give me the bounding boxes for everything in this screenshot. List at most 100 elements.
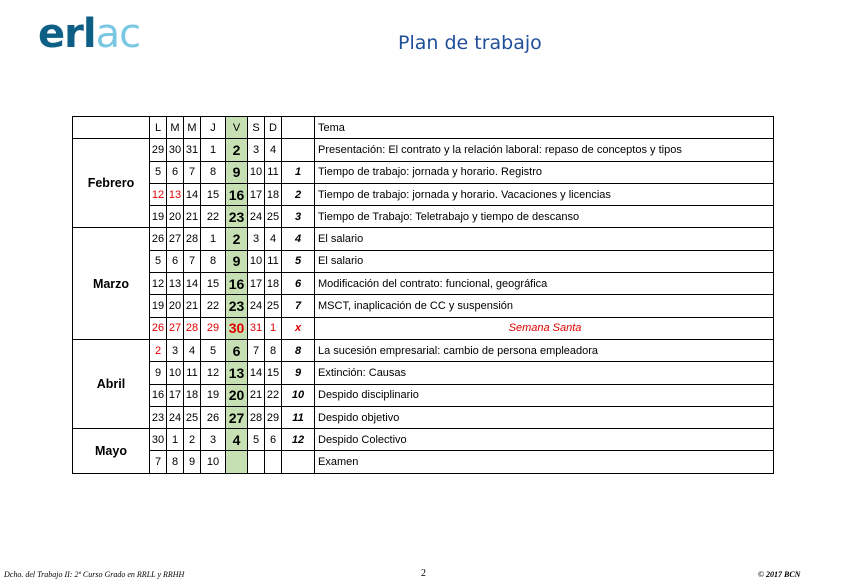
day-cell: 8 (264, 338, 282, 363)
day-cell: 2 (225, 138, 248, 162)
day-cell: 20 (166, 205, 184, 229)
day-cell: 4 (183, 338, 201, 363)
day-cell: 1 (200, 227, 226, 251)
month-label: Abril (72, 338, 150, 430)
day-cell: 8 (166, 450, 184, 474)
topic: Tiempo de trabajo: jornada y horario. Va… (314, 182, 774, 207)
table-row: 19 20 21 22 23 24 25 7 MSCT, inaplicación de CC … (73, 294, 774, 318)
day-cell: 6 (264, 428, 282, 452)
day-cell: 16 (149, 383, 167, 407)
day-cell: 2 (225, 227, 248, 251)
day-cell: 12 (149, 272, 167, 296)
session-number: 5 (281, 249, 315, 274)
day-cell: 10 (247, 249, 265, 274)
topic: Despido objetivo (314, 405, 774, 430)
topic: Despido disciplinario (314, 383, 774, 407)
topic: Semana Santa (314, 316, 774, 340)
day-cell: 22 (200, 205, 226, 229)
session-number: 2 (281, 182, 315, 207)
day-cell: 6 (166, 160, 184, 184)
topic: Presentación: El contrato y la relación … (314, 138, 774, 162)
day-cell: 5 (149, 160, 167, 184)
day-cell: 18 (264, 182, 282, 207)
day-cell: 15 (264, 361, 282, 385)
day-cell: 31 (183, 138, 201, 162)
day-cell: 27 (225, 405, 248, 430)
session-number: 12 (281, 428, 315, 452)
session-number: 1 (281, 160, 315, 184)
day-cell: 23 (225, 205, 248, 229)
month-label: Febrero (72, 138, 150, 229)
day-cell: 1 (200, 138, 226, 162)
day-cell: 7 (247, 338, 265, 363)
day-cell: 20 (225, 383, 248, 407)
day-cell: 3 (166, 338, 184, 363)
header-row: L M M J V S D Tema (72, 115, 774, 140)
day-cell: 27 (166, 316, 184, 340)
column-header: V (225, 115, 248, 140)
table-row: Mayo 30 1 2 3 4 5 6 12 Despido Colectivo (72, 428, 774, 474)
topic: El salario (314, 227, 774, 251)
month-label: Marzo (72, 227, 150, 340)
day-cell: 10 (166, 361, 184, 385)
session-number: 3 (281, 205, 315, 229)
day-cell: 30 (166, 138, 184, 162)
topic: Extinción: Causas (314, 361, 774, 385)
column-header (281, 115, 315, 140)
day-cell: 24 (166, 405, 184, 430)
day-cell: 22 (200, 294, 226, 318)
session-number: 8 (281, 338, 315, 363)
day-cell: 2 (183, 428, 201, 452)
day-cell: 25 (264, 205, 282, 229)
column-header: J (200, 115, 226, 140)
day-cell: 30 (149, 428, 167, 452)
day-cell: 26 (149, 227, 167, 251)
day-cell: 25 (183, 405, 201, 430)
session-number: 7 (281, 294, 315, 318)
topic: La sucesión empresarial: cambio de perso… (314, 338, 774, 363)
table-row: 19 20 21 22 23 24 25 3 Tiempo de Trabajo: Teletr… (73, 205, 774, 229)
session-number: 4 (281, 227, 315, 251)
day-cell: 14 (183, 272, 201, 296)
day-cell: 29 (149, 138, 167, 162)
topic: MSCT, inaplicación de CC y suspensión (314, 294, 774, 318)
day-cell: 4 (264, 227, 282, 251)
day-cell: 8 (200, 160, 226, 184)
day-cell: 3 (247, 138, 265, 162)
month-label: Mayo (72, 428, 150, 474)
table-row: Abril 2 3 4 5 6 7 8 8 La sucesión empresarial: ca… (72, 338, 774, 430)
day-cell: 8 (200, 249, 226, 274)
topic: Despido Colectivo (314, 428, 774, 452)
day-cell: 30 (225, 316, 248, 340)
table-row: 12 13 14 15 16 17 18 6 Modificación del contrato… (73, 272, 774, 296)
day-cell: 3 (247, 227, 265, 251)
day-cell: 1 (264, 316, 282, 340)
session-number: 11 (281, 405, 315, 430)
day-cell: 1 (166, 428, 184, 452)
day-cell: 4 (264, 138, 282, 162)
day-cell: 31 (247, 316, 265, 340)
day-cell: 28 (183, 316, 201, 340)
schedule-table: L M M J V S D Tema Febrero 29 30 31 1 2 3 4 Presentación… (72, 115, 774, 474)
day-cell: 11 (264, 249, 282, 274)
topic: Tiempo de trabajo: jornada y horario. Re… (314, 160, 774, 184)
day-cell: 4 (225, 428, 248, 452)
day-cell: 6 (225, 338, 248, 363)
day-cell: 23 (149, 405, 167, 430)
day-cell: 3 (200, 428, 226, 452)
day-cell: 24 (247, 294, 265, 318)
day-cell: 27 (166, 227, 184, 251)
day-cell: 14 (183, 182, 201, 207)
day-cell: 9 (149, 361, 167, 385)
day-cell: 23 (225, 294, 248, 318)
session-number: 10 (281, 383, 315, 407)
day-cell (264, 450, 282, 474)
day-cell: 29 (200, 316, 226, 340)
day-cell: 9 (225, 160, 248, 184)
column-header: L (149, 115, 167, 140)
day-cell: 17 (247, 182, 265, 207)
day-cell: 11 (183, 361, 201, 385)
table-row: Marzo 26 27 28 1 2 3 4 4 El salario (72, 227, 774, 340)
day-cell: 25 (264, 294, 282, 318)
day-cell: 7 (183, 160, 201, 184)
